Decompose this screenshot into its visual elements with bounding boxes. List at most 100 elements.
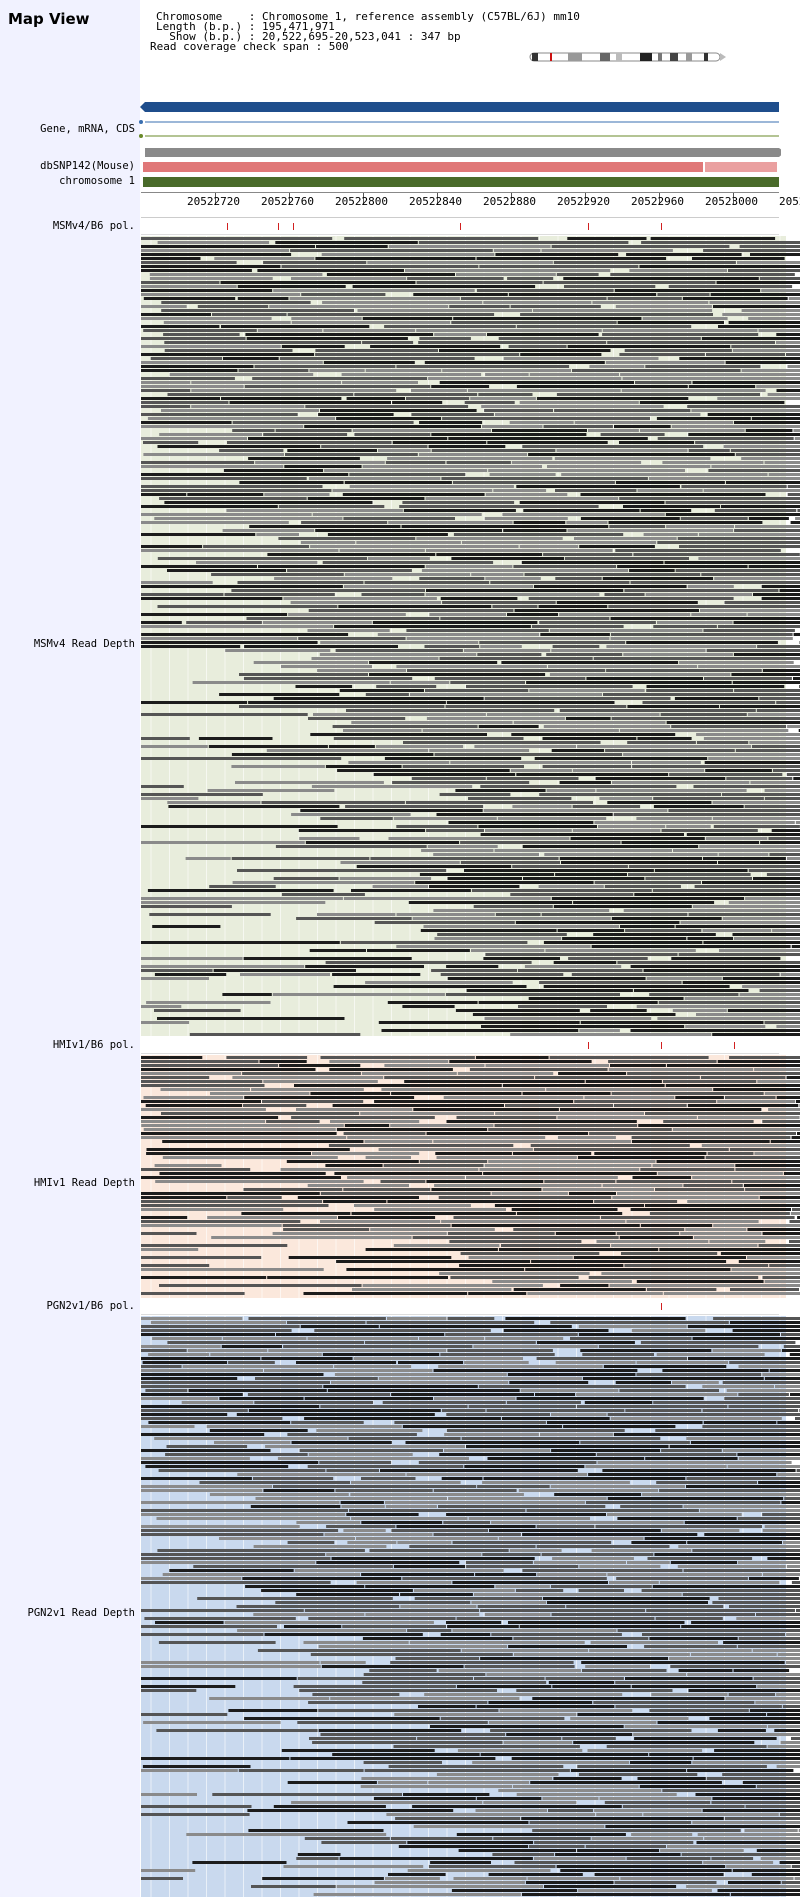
aligned-read <box>141 645 241 648</box>
aligned-read <box>391 1529 488 1532</box>
dbsnp-track[interactable] <box>141 161 781 173</box>
hmiv1-polymorphism-row[interactable] <box>141 1039 779 1054</box>
aligned-read <box>287 1541 335 1544</box>
aligned-read <box>726 1389 800 1392</box>
aligned-read <box>141 533 256 536</box>
aligned-read <box>743 1184 800 1187</box>
aligned-read <box>300 541 356 544</box>
aligned-read <box>483 809 668 812</box>
aligned-read <box>498 337 701 340</box>
aligned-read <box>448 821 594 824</box>
polymorphism-mark[interactable] <box>661 1042 662 1049</box>
aligned-read <box>456 1685 552 1688</box>
aligned-read <box>603 693 800 696</box>
aligned-read <box>485 493 568 496</box>
aligned-read <box>273 1805 386 1808</box>
aligned-read <box>545 949 696 952</box>
pgn2v1-polymorphism-row[interactable] <box>141 1300 779 1315</box>
aligned-read <box>141 1116 279 1119</box>
aligned-read <box>160 1088 250 1091</box>
aligned-read <box>436 1156 577 1159</box>
polymorphism-mark[interactable] <box>293 223 294 230</box>
aligned-read <box>442 369 571 372</box>
aligned-read <box>494 849 672 852</box>
aligned-read <box>365 693 409 696</box>
aligned-read <box>677 537 800 540</box>
msmv4-read-depth-panel[interactable] <box>141 236 800 1036</box>
aligned-read <box>264 1633 423 1636</box>
aligned-read <box>400 1593 473 1596</box>
aligned-read <box>315 349 438 352</box>
msmv4-depth-label: MSMv4 Read Depth <box>33 638 135 650</box>
aligned-read <box>384 325 516 328</box>
polymorphism-mark[interactable] <box>460 223 461 230</box>
pgn2v1-read-depth-panel[interactable] <box>141 1316 800 1897</box>
aligned-read <box>761 597 800 600</box>
aligned-read <box>422 729 619 732</box>
aligned-read <box>610 633 793 636</box>
aligned-read <box>697 1116 800 1119</box>
aligned-read <box>717 397 800 400</box>
aligned-read <box>141 1064 279 1067</box>
aligned-read <box>407 1841 534 1844</box>
aligned-read <box>141 1264 210 1267</box>
chromosome-ideogram[interactable] <box>528 51 728 63</box>
aligned-read <box>141 317 272 320</box>
aligned-read <box>556 393 760 396</box>
aligned-read <box>708 757 800 760</box>
aligned-read <box>544 1885 677 1888</box>
aligned-read <box>714 577 800 580</box>
aligned-read <box>709 301 800 304</box>
aligned-read <box>797 1216 800 1219</box>
aligned-read <box>795 517 800 520</box>
aligned-read <box>354 433 431 436</box>
aligned-read <box>159 1284 362 1287</box>
aligned-read <box>388 245 551 248</box>
aligned-read <box>572 829 661 832</box>
aligned-read <box>483 957 560 960</box>
aligned-read <box>369 1549 509 1552</box>
polymorphism-mark[interactable] <box>278 223 279 230</box>
aligned-read <box>698 533 800 536</box>
ruler-tick <box>733 193 734 205</box>
aligned-read <box>713 1224 800 1227</box>
aligned-read <box>578 1589 624 1592</box>
aligned-read <box>611 717 800 720</box>
aligned-read <box>141 1633 264 1636</box>
aligned-read <box>285 453 418 456</box>
chromosome-track[interactable] <box>141 176 781 188</box>
aligned-read <box>262 1100 364 1103</box>
polymorphism-mark[interactable] <box>661 223 662 230</box>
aligned-read <box>298 637 406 640</box>
msmv4-polymorphism-row[interactable] <box>141 220 779 235</box>
aligned-read <box>361 593 425 596</box>
polymorphism-mark[interactable] <box>661 1303 662 1310</box>
polymorphism-mark[interactable] <box>227 223 228 230</box>
aligned-read <box>642 1493 800 1496</box>
aligned-read <box>377 633 540 636</box>
hmiv1-read-depth-panel[interactable] <box>141 1055 800 1298</box>
aligned-read <box>734 689 800 692</box>
polymorphism-mark[interactable] <box>734 1042 735 1049</box>
aligned-read <box>693 1236 800 1239</box>
aligned-read <box>594 1809 702 1812</box>
gene-track[interactable] <box>136 100 781 180</box>
aligned-read <box>423 925 620 928</box>
aligned-read <box>709 1240 766 1243</box>
aligned-read <box>247 1393 391 1396</box>
aligned-read <box>141 1449 271 1452</box>
aligned-read <box>141 1489 263 1492</box>
aligned-read <box>141 425 304 428</box>
aligned-read <box>406 397 470 400</box>
aligned-read <box>296 917 412 920</box>
polymorphism-mark[interactable] <box>588 223 589 230</box>
aligned-read <box>362 341 414 344</box>
aligned-read <box>365 1613 480 1616</box>
polymorphism-mark[interactable] <box>588 1042 589 1049</box>
aligned-read <box>223 357 279 360</box>
aligned-read <box>394 1421 546 1424</box>
aligned-read <box>374 1208 506 1211</box>
aligned-read <box>633 1733 800 1736</box>
aligned-read <box>683 1505 800 1508</box>
aligned-read <box>351 721 513 724</box>
